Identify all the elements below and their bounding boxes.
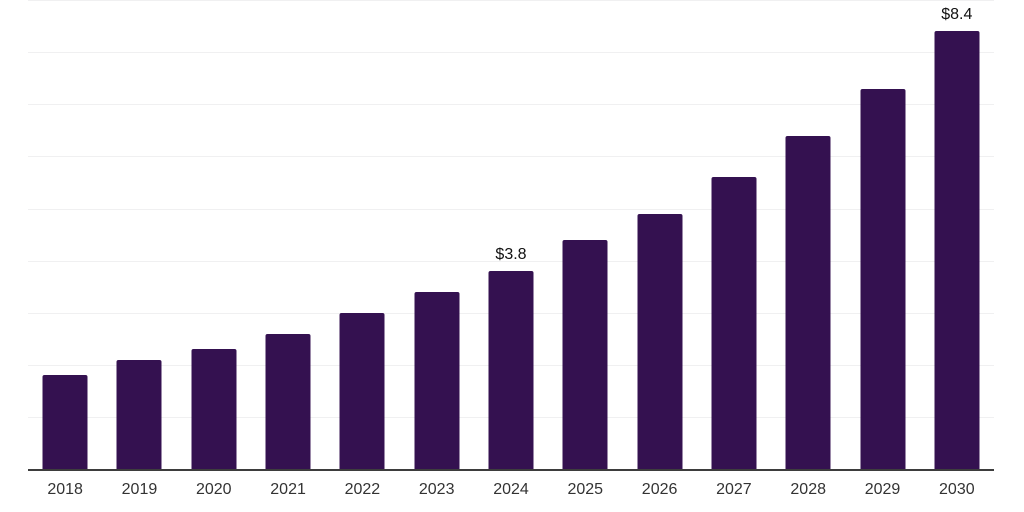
x-tick-label-2018: 2018 [47, 481, 83, 498]
bar-slot-2021 [251, 0, 325, 470]
gridline [28, 208, 994, 210]
bar-2029 [860, 88, 906, 469]
x-tick-label-2026: 2026 [641, 481, 678, 498]
plot-area: $3.8 $8.4 [28, 0, 994, 471]
bar-2025 [562, 239, 608, 469]
bar-slot-2018 [28, 0, 102, 470]
bar-slot-2025 [548, 0, 622, 470]
bar-2030 [934, 31, 980, 469]
bar-2018 [42, 375, 88, 469]
x-tick-label-2019: 2019 [121, 481, 158, 498]
x-tick-label-2022: 2022 [344, 481, 381, 498]
bar-slot-2023 [400, 0, 474, 470]
bar-slot-2020 [177, 0, 251, 470]
bar-2028 [785, 135, 831, 469]
gridline [28, 52, 994, 54]
gridline [28, 260, 994, 262]
bar-slot-2027 [697, 0, 771, 470]
x-tick-label-2023: 2023 [418, 481, 455, 498]
gridline [28, 0, 994, 2]
bar-slot-2030: $8.4 [920, 0, 994, 470]
bar-slot-2026 [622, 0, 696, 470]
bar-2021 [265, 333, 311, 469]
bar-2019 [116, 359, 162, 469]
bar-2026 [637, 213, 683, 469]
gridline [28, 156, 994, 158]
x-tick-label-2029: 2029 [864, 481, 901, 498]
bar-slot-2019 [102, 0, 176, 470]
x-tick-label-2030: 2030 [939, 481, 975, 498]
x-tick-label-2025: 2025 [567, 481, 604, 498]
x-tick-label-2020: 2020 [195, 481, 232, 498]
bar-2020 [191, 349, 237, 469]
bar-slot-2024: $3.8 [474, 0, 548, 470]
bar-slot-2029 [845, 0, 919, 470]
bar-slot-2022 [325, 0, 399, 470]
x-tick-label-2027: 2027 [716, 481, 752, 498]
bar-2023 [414, 291, 460, 469]
gridline [28, 104, 994, 106]
x-tick-label-2021: 2021 [270, 481, 306, 498]
x-tick-label-2024: 2024 [493, 481, 529, 498]
bar-value-label-2030: $8.4 [941, 6, 973, 24]
bar-slot-2028 [771, 0, 845, 470]
x-axis-tick-labels: 2018 2019 2020 2021 2022 2023 2024 2025 2026 2027… [28, 481, 994, 501]
bar-2022 [339, 312, 385, 469]
bar-value-label-2024: $3.8 [495, 246, 527, 264]
bar-2024 [488, 271, 534, 469]
x-axis-line [28, 469, 994, 471]
x-tick-label-2028: 2028 [790, 481, 826, 498]
bar-2027 [711, 177, 757, 469]
